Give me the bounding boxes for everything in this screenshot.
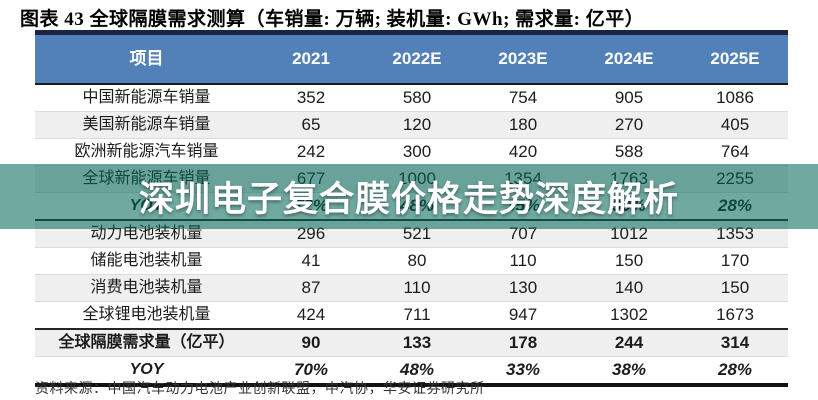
table-row: 欧洲新能源汽车销量 242 300 420 588 764 — [35, 138, 788, 166]
column-header-year: 2023E — [470, 35, 576, 85]
cell-value: 352 — [296, 88, 326, 107]
table-body: 中国新能源车销量 352 580 754 905 1086 美国新能源车销量 65 120 180… — [35, 84, 788, 383]
cell-value: 80 — [364, 247, 470, 275]
watermark-band: 深圳电子复合膜价格走势深度解析 — [0, 164, 818, 229]
cell-value: 48% — [364, 356, 470, 383]
cell-value: 110 — [470, 247, 576, 275]
cell-value: 150 — [682, 274, 788, 302]
row-label: 欧洲新能源汽车销量 — [35, 138, 258, 166]
cell-value: 270 — [576, 111, 682, 139]
cell-value: 110 — [364, 274, 470, 302]
cell-value: 38% — [576, 356, 682, 383]
cell-value: 87 — [258, 274, 364, 302]
row-label: 储能电池装机量 — [35, 247, 258, 275]
cell-value: 754 — [508, 88, 538, 107]
cell-value: 178 — [470, 328, 576, 357]
column-header-year: 2025E — [682, 35, 788, 85]
table-row: 中国新能源车销量 352 580 754 905 1086 — [35, 84, 788, 112]
table-row: 储能电池装机量 41 80 110 150 170 — [35, 247, 788, 275]
cell-value: 33% — [470, 356, 576, 383]
cell-value: 70% — [258, 356, 364, 383]
row-label: 消费电池装机量 — [35, 274, 258, 302]
table-top-rule — [35, 30, 788, 35]
cell-value: 180 — [470, 111, 576, 139]
row-label: 中国新能源车销量 — [82, 89, 211, 106]
cell-value: 764 — [682, 138, 788, 166]
cell-value: 242 — [258, 138, 364, 166]
cell-value: 947 — [470, 301, 576, 329]
cell-value: 65 — [258, 111, 364, 139]
cell-value: 711 — [364, 301, 470, 329]
table-row: 美国新能源车销量 65 120 180 270 405 — [35, 111, 788, 139]
header-row: 项目 2021 2022E 2023E 2024E 2025E — [35, 35, 788, 85]
table-row: YOY 70% 48% 33% 38% 28% — [35, 356, 788, 383]
watermark-text: 深圳电子复合膜价格走势深度解析 — [138, 180, 679, 219]
cell-value: 133 — [364, 328, 470, 357]
figure-title: 图表 43 全球隔膜需求测算（车销量: 万辆; 装机量: GWh; 需求量: 亿… — [20, 9, 645, 30]
cell-value: 1086 — [716, 88, 754, 107]
cell-value: 130 — [470, 274, 576, 302]
cell-value: 120 — [364, 111, 470, 139]
row-label: 全球隔膜需求量（亿平） — [35, 328, 258, 357]
cell-value: 140 — [576, 274, 682, 302]
cell-value: 1302 — [576, 301, 682, 329]
cell-value: 580 — [402, 88, 432, 107]
column-header-item: 项目 — [35, 35, 258, 85]
cell-value: 90 — [258, 328, 364, 357]
column-header-year: 2024E — [576, 35, 682, 85]
row-label: 全球锂电池装机量 — [35, 301, 258, 329]
table-row: 消费电池装机量 87 110 130 140 150 — [35, 274, 788, 302]
row-label: YOY — [35, 356, 258, 383]
source-note: 资料来源：中国汽车动力电池产业创新联盟，中汽协，华安证券研究所 — [35, 382, 485, 397]
cell-value: 28% — [682, 356, 788, 383]
row-label: 美国新能源车销量 — [35, 111, 258, 139]
cell-value: 41 — [258, 247, 364, 275]
column-header-year: 2022E — [364, 35, 470, 85]
cell-value: 170 — [682, 247, 788, 275]
cell-value: 905 — [614, 88, 644, 107]
column-header-year: 2021 — [258, 35, 364, 85]
cell-value: 244 — [576, 328, 682, 357]
cell-value: 150 — [576, 247, 682, 275]
cell-value: 314 — [682, 328, 788, 357]
cell-value: 424 — [258, 301, 364, 329]
table-row: 全球隔膜需求量（亿平） 90 133 178 244 314 — [35, 328, 788, 357]
cell-value: 300 — [364, 138, 470, 166]
cell-value: 1673 — [682, 301, 788, 329]
table-row: 全球锂电池装机量 424 711 947 1302 1673 — [35, 301, 788, 329]
cell-value: 405 — [682, 111, 788, 139]
cell-value: 588 — [576, 138, 682, 166]
cell-value: 420 — [470, 138, 576, 166]
